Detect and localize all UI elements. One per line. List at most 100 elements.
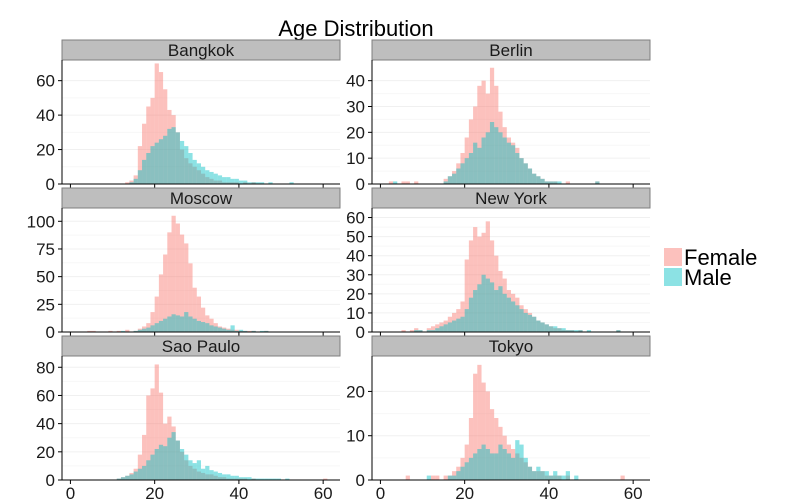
bar-female <box>196 296 201 332</box>
bar-female <box>167 109 172 184</box>
bar-female <box>548 326 554 332</box>
bar-male <box>268 478 273 480</box>
bars-moscow <box>87 215 269 332</box>
bar-female <box>133 468 138 480</box>
bar-female <box>553 475 558 480</box>
legend-label-female: Female <box>684 245 757 270</box>
bar-male <box>443 324 448 332</box>
bar-female <box>184 243 189 332</box>
legend-swatch-male <box>664 268 682 286</box>
bar-male <box>540 178 545 184</box>
bar-male <box>485 278 490 332</box>
bar-female <box>548 475 554 480</box>
bar-male <box>574 330 579 332</box>
bar-female <box>243 478 248 480</box>
bar-female <box>251 478 256 480</box>
y-tick-label: 10 <box>346 304 365 323</box>
panel-bangkok: Bangkok02040600204060 <box>36 39 341 207</box>
y-tick-label: 40 <box>36 415 55 434</box>
bar-male <box>616 330 621 332</box>
bar-female <box>519 305 524 332</box>
bar-male <box>515 153 520 184</box>
bar-female <box>430 475 436 480</box>
bar-female <box>443 475 448 480</box>
bar-male <box>150 325 155 332</box>
y-tick-label: 30 <box>346 266 365 285</box>
bar-male <box>523 312 528 332</box>
bar-male <box>230 325 235 332</box>
bar-female <box>502 435 507 480</box>
bar-male <box>494 453 499 480</box>
bar-female <box>154 296 159 332</box>
bar-male <box>498 132 503 184</box>
bar-female <box>137 328 143 332</box>
bar-female <box>481 382 486 480</box>
bar-male <box>142 328 147 332</box>
bar-male <box>205 465 210 480</box>
bar-female <box>179 149 185 184</box>
bar-female <box>129 180 134 184</box>
bar-female <box>460 457 465 480</box>
bar-male <box>234 330 239 332</box>
bar-male <box>506 453 511 480</box>
y-tick-label: 0 <box>356 471 365 490</box>
bar-female <box>226 478 231 480</box>
legend-item-male: Male <box>664 265 732 290</box>
bar-male <box>519 158 524 184</box>
bar-female <box>120 477 126 480</box>
bar-female <box>146 323 151 332</box>
bar-male <box>226 474 231 480</box>
bar-female <box>213 180 218 184</box>
bar-female <box>536 471 541 480</box>
bar-male <box>209 470 214 480</box>
bar-female <box>565 475 570 480</box>
bar-female <box>125 329 130 332</box>
y-tick-label: 20 <box>346 285 365 304</box>
bar-female <box>167 232 172 332</box>
bar-male <box>426 330 431 332</box>
bar-male <box>532 316 537 332</box>
bar-male <box>430 330 436 332</box>
bar-female <box>527 168 533 184</box>
bar-male <box>196 320 201 332</box>
bar-male <box>264 478 269 480</box>
bars-sao-paulo <box>116 364 328 480</box>
bar-female <box>146 106 151 184</box>
bar-male <box>201 468 206 480</box>
panel-berlin: Berlin0102030400204060 <box>346 39 651 207</box>
bar-female <box>163 254 168 332</box>
bar-male <box>175 440 180 480</box>
bar-male <box>201 166 206 184</box>
bar-male <box>247 477 252 480</box>
bar-female <box>87 330 92 332</box>
bar-male <box>553 326 558 332</box>
bar-male <box>536 320 541 332</box>
x-tick-label: 40 <box>229 484 248 503</box>
bar-male <box>192 318 197 332</box>
bar-female <box>506 137 511 184</box>
bar-female <box>142 123 147 184</box>
bar-female <box>133 175 138 184</box>
bar-male <box>142 159 147 184</box>
bar-male <box>548 181 554 184</box>
bar-male <box>230 178 235 184</box>
bar-female <box>447 316 453 332</box>
bar-male <box>447 475 453 480</box>
bar-female <box>473 373 478 480</box>
bar-male <box>171 314 176 332</box>
bar-male <box>125 475 130 480</box>
bar-female <box>230 478 235 480</box>
bar-male <box>188 316 193 332</box>
bar-male <box>276 478 282 480</box>
bar-female <box>409 330 415 332</box>
bar-male <box>268 182 273 184</box>
bars-berlin <box>388 67 600 184</box>
bar-female <box>201 173 206 184</box>
x-tick-label: 0 <box>66 484 75 503</box>
bar-female <box>477 364 482 480</box>
bar-female <box>171 115 176 184</box>
bar-female <box>620 475 625 480</box>
bar-male <box>213 173 218 184</box>
bar-male <box>137 329 143 332</box>
bar-female <box>464 444 469 480</box>
